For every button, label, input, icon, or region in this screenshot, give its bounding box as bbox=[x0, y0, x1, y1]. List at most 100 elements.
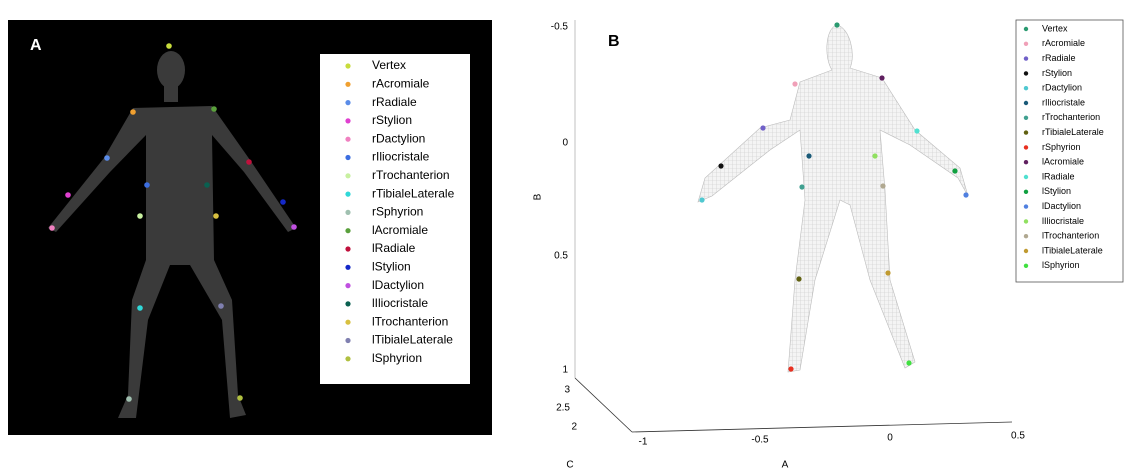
panel-label: B bbox=[608, 33, 620, 50]
c-tick-label: 3 bbox=[564, 385, 570, 396]
legend-label: rTrochanterion bbox=[1042, 112, 1100, 122]
legend-label: Vertex bbox=[1042, 23, 1068, 33]
legend-marker bbox=[345, 209, 351, 215]
landmark bbox=[49, 225, 55, 231]
a-axis-line bbox=[631, 421, 1013, 433]
legend-label: rSphyrion bbox=[372, 205, 423, 219]
legend-box bbox=[1015, 19, 1124, 283]
b-axis-label: B bbox=[533, 193, 544, 200]
legend-label: lTrochanterion bbox=[372, 314, 448, 328]
a-axis-label: A bbox=[782, 460, 789, 471]
legend-label: rIliocristale bbox=[1042, 97, 1085, 107]
landmark bbox=[788, 366, 794, 372]
landmark bbox=[963, 192, 969, 198]
legend-label: rStylion bbox=[372, 113, 412, 127]
legend-marker bbox=[1023, 100, 1029, 106]
legend-label: rSphyrion bbox=[1042, 142, 1081, 152]
c-axis-line bbox=[574, 377, 633, 433]
landmark bbox=[806, 153, 812, 159]
landmark bbox=[906, 360, 912, 366]
landmark bbox=[104, 155, 110, 161]
legend-label: lSphyrion bbox=[372, 351, 422, 365]
legend-marker bbox=[345, 118, 351, 124]
legend-label: lDactylion bbox=[372, 278, 424, 292]
landmark bbox=[218, 303, 224, 309]
legend-marker bbox=[1023, 174, 1029, 180]
c-axis-label: C bbox=[566, 460, 573, 471]
landmark bbox=[796, 276, 802, 282]
c-tick-label: 2 bbox=[571, 422, 577, 433]
legend-marker bbox=[345, 100, 351, 106]
legend-marker bbox=[345, 283, 351, 289]
a-tick-label: -0.5 bbox=[751, 435, 769, 446]
landmark bbox=[246, 159, 252, 165]
legend-label: rTrochanterion bbox=[372, 168, 450, 182]
landmark bbox=[237, 395, 243, 401]
legend-marker bbox=[345, 154, 351, 161]
legend-marker bbox=[345, 319, 351, 325]
landmark bbox=[130, 109, 136, 115]
landmark bbox=[291, 224, 297, 230]
landmark bbox=[834, 22, 840, 28]
legend-marker bbox=[345, 173, 351, 179]
landmark bbox=[211, 106, 217, 112]
landmark bbox=[137, 213, 143, 219]
legend-marker bbox=[345, 337, 351, 344]
landmark bbox=[799, 184, 805, 190]
landmark bbox=[126, 396, 132, 402]
landmark bbox=[952, 168, 958, 174]
legend-marker bbox=[1023, 248, 1029, 254]
a-tick-label: -1 bbox=[639, 437, 648, 448]
body-silhouette bbox=[48, 51, 296, 418]
legend-marker bbox=[1023, 130, 1029, 135]
legend-label: lStylion bbox=[372, 259, 411, 273]
landmark bbox=[65, 192, 71, 198]
landmark bbox=[137, 305, 143, 311]
legend-marker bbox=[345, 246, 351, 252]
landmark bbox=[914, 128, 920, 134]
legend-label: lSphyrion bbox=[1042, 260, 1080, 270]
legend-label: lAcromiale bbox=[372, 223, 428, 237]
legend-label: rTibialeLaterale bbox=[1042, 127, 1104, 137]
legend-label: lStylion bbox=[1042, 186, 1071, 196]
legend-label: rDactylion bbox=[1042, 83, 1082, 93]
legend-label: lAcromiale bbox=[1042, 157, 1084, 167]
legend-marker bbox=[345, 81, 351, 87]
legend-marker bbox=[1023, 26, 1029, 32]
legend-marker bbox=[1023, 263, 1029, 268]
legend-marker bbox=[345, 228, 351, 234]
b-tick-label: -0.5 bbox=[551, 22, 569, 33]
legend-marker bbox=[345, 301, 351, 307]
legend-label: lTibialeLaterale bbox=[372, 333, 453, 347]
legend-box bbox=[320, 54, 470, 384]
landmark bbox=[213, 213, 219, 219]
landmark bbox=[718, 163, 724, 169]
legend-label: lIliocristale bbox=[1042, 216, 1084, 226]
legend-marker bbox=[1023, 160, 1029, 165]
landmark bbox=[872, 153, 878, 159]
landmark bbox=[166, 43, 172, 49]
legend-marker bbox=[1023, 145, 1029, 150]
b-tick-label: 1 bbox=[562, 365, 568, 376]
legend-marker bbox=[345, 356, 351, 362]
legend-marker bbox=[1023, 219, 1029, 224]
landmark bbox=[760, 125, 766, 131]
panel-label: A bbox=[30, 37, 42, 54]
legend-marker bbox=[345, 63, 351, 69]
landmark bbox=[885, 270, 891, 276]
legend-label: rAcromiale bbox=[1042, 38, 1085, 48]
legend-marker bbox=[1023, 86, 1029, 91]
b-tick-label: 0.5 bbox=[554, 251, 568, 262]
legend-label: rStylion bbox=[1042, 68, 1072, 78]
legend-label: lIliocristale bbox=[372, 296, 428, 310]
landmark bbox=[204, 182, 210, 188]
legend-label: lRadiale bbox=[372, 241, 416, 255]
legend-marker bbox=[1023, 189, 1029, 194]
body-mesh bbox=[697, 24, 969, 373]
a-tick-label: 0.5 bbox=[1011, 431, 1025, 442]
legend-label: rAcromiale bbox=[372, 76, 430, 90]
legend-label: lDactylion bbox=[1042, 201, 1081, 211]
c-tick-label: 2.5 bbox=[556, 403, 570, 414]
legend-marker bbox=[1023, 234, 1029, 239]
